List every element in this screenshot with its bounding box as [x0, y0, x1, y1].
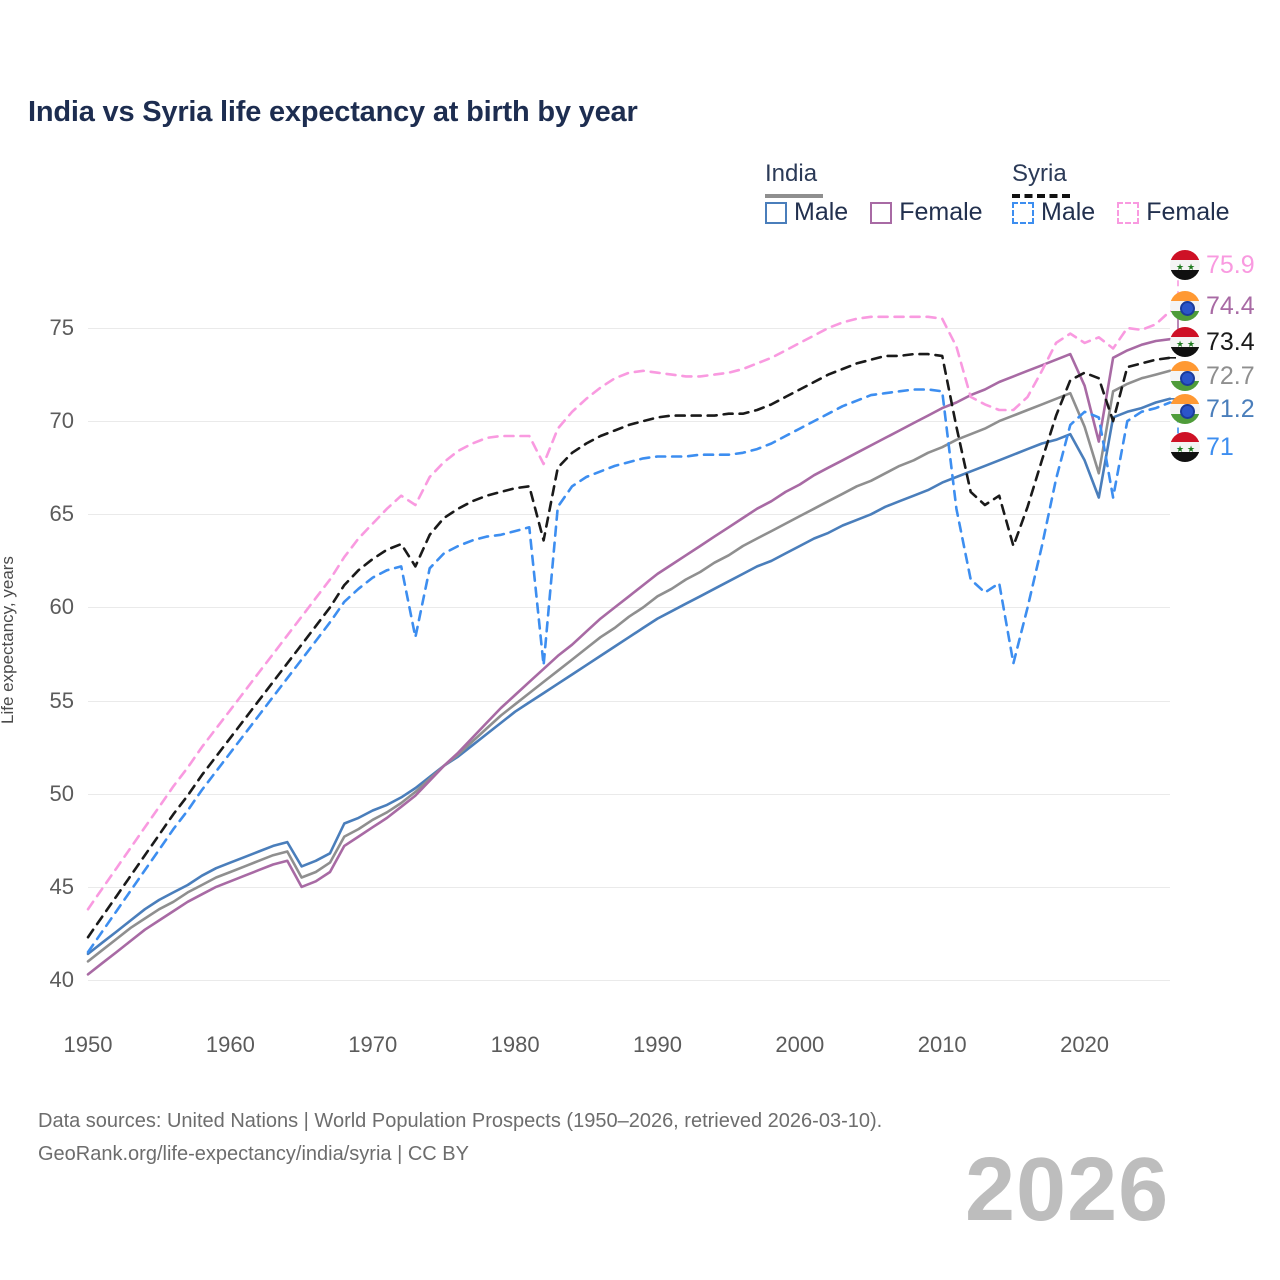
footer: Data sources: United Nations | World Pop…	[38, 1105, 1258, 1171]
y-axis-tick-label: 55	[49, 687, 74, 713]
end-label-value: 71.2	[1206, 394, 1255, 423]
series-line-syria-female	[86, 309, 1172, 911]
series-line-syria-total	[86, 352, 1172, 939]
legend-label: Female	[1146, 198, 1230, 226]
legend-swatch-icon	[1012, 201, 1034, 224]
legend-swatch-icon	[870, 201, 893, 224]
india-flag-icon	[1170, 361, 1200, 391]
end-label: 71.2	[1170, 394, 1255, 424]
x-axis-tick-label: 2020	[1060, 1032, 1110, 1057]
y-axis-tick-label: 50	[49, 780, 74, 806]
series-line-syria-male	[86, 388, 1172, 954]
y-axis-tick-label: 45	[49, 873, 74, 899]
legend-group-india: India Male Female	[765, 160, 983, 225]
legend-rule-syria	[1012, 194, 1070, 198]
y-axis-tick-label: 60	[49, 594, 74, 620]
end-label-value: 73.4	[1206, 327, 1255, 356]
year-watermark: 2026	[965, 1140, 1170, 1240]
end-label: ★ ★ 71	[1170, 432, 1234, 462]
legend-item-india-male[interactable]: Male	[765, 200, 848, 225]
syria-flag-icon: ★ ★	[1170, 250, 1200, 280]
gridline	[88, 421, 1170, 423]
x-axis-tick-label: 1960	[205, 1032, 255, 1057]
y-axis-tick-label: 75	[49, 315, 74, 340]
syria-flag-icon: ★ ★	[1170, 432, 1200, 462]
syria-flag-icon: ★ ★	[1170, 327, 1200, 357]
end-label: 72.7	[1170, 361, 1255, 391]
legend-item-syria-female[interactable]: Female	[1117, 198, 1230, 226]
legend-label: Female	[899, 198, 983, 226]
chart-legend: India Male Female Syria Male	[760, 160, 1260, 240]
end-label-value: 72.7	[1206, 361, 1255, 390]
end-label: ★ ★ 75.9	[1170, 250, 1255, 280]
legend-country-india: India	[765, 160, 818, 187]
y-axis-tick-label: 70	[49, 408, 74, 434]
series-line-india-female	[86, 337, 1172, 976]
legend-swatch-icon	[765, 201, 787, 224]
legend-item-india-female[interactable]: Female	[870, 198, 983, 226]
x-axis-tick-label: 1950	[63, 1032, 113, 1057]
end-label: 74.4	[1170, 291, 1255, 321]
y-axis-tick-label: 65	[49, 501, 74, 527]
series-line-india-male	[86, 397, 1172, 956]
india-flag-icon	[1170, 394, 1200, 424]
chart-plot-area: Life expectancy, years 40 45 50 55 60 65 70 75 …	[0, 240, 1280, 1235]
gridline	[88, 700, 1170, 702]
india-flag-icon	[1170, 291, 1200, 321]
gridline	[88, 980, 1170, 981]
x-axis-tick-label: 2010	[917, 1032, 967, 1057]
gridline	[88, 886, 1170, 888]
end-label-value: 74.4	[1206, 291, 1255, 320]
gridline	[88, 328, 1170, 329]
footer-sources: Data sources: United Nations | World Pop…	[38, 1110, 883, 1132]
legend-rule-india	[765, 194, 823, 198]
end-label-value: 71	[1206, 432, 1234, 461]
legend-item-syria-male[interactable]: Male	[1012, 200, 1095, 225]
gridline	[88, 607, 1170, 609]
legend-label: Male	[1041, 198, 1096, 226]
gridline	[88, 514, 1170, 516]
x-axis-tick-label: 1990	[632, 1032, 682, 1057]
series-end-labels: ★ ★ 75.9 74.4 ★ ★ 73.4 72.7 71.2 ★ ★ 71	[1160, 245, 1280, 475]
legend-label: Male	[794, 198, 849, 226]
x-axis-tick-label: 1970	[348, 1032, 398, 1057]
x-axis-tick-label: 1980	[490, 1032, 540, 1057]
end-label: ★ ★ 73.4	[1170, 327, 1255, 357]
legend-swatch-icon	[1117, 201, 1140, 224]
x-axis-tick-label: 2000	[775, 1032, 825, 1057]
gridline	[88, 793, 1170, 795]
legend-country-syria: Syria	[1012, 160, 1067, 187]
y-axis-tick-label: 40	[49, 967, 74, 992]
x-axis-ticks: 1950 1960 1970 1980 1990 2000 2010 2020	[0, 1032, 1280, 1072]
chart-lines	[86, 264, 1186, 976]
footer-attribution: GeoRank.org/life-expectancy/india/syria …	[38, 1143, 469, 1165]
legend-group-syria: Syria Male Female	[1012, 160, 1230, 225]
page-title: India vs Syria life expectancy at birth …	[28, 96, 638, 128]
y-axis-ticks: 40 45 50 55 60 65 70 75	[12, 240, 74, 1040]
series-line-india-total	[86, 369, 1172, 963]
end-label-value: 75.9	[1206, 250, 1255, 279]
